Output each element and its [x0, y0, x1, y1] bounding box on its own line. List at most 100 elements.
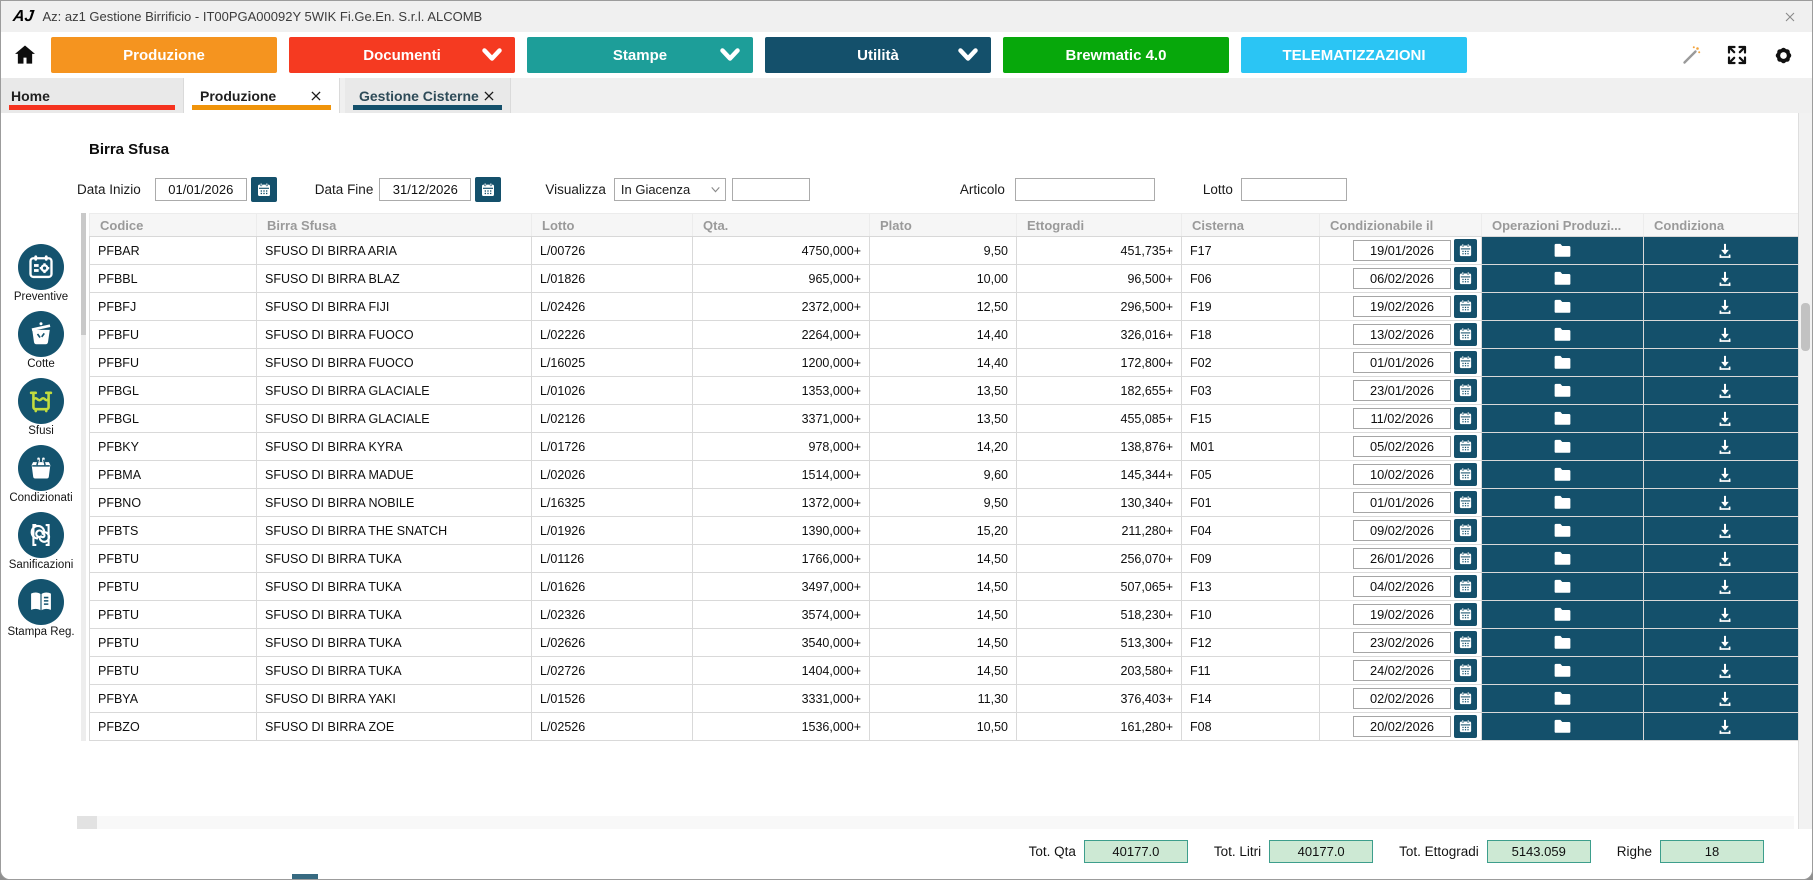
table-row[interactable]: PFBAR SFUSO DI BIRRA ARIA L/00726 4750,000+…: [89, 236, 1807, 265]
condizionabile-date-input[interactable]: 01/01/2026: [1353, 352, 1451, 373]
operazioni-produzione-button[interactable]: [1483, 294, 1643, 320]
row-calendar-button[interactable]: [1454, 239, 1477, 262]
table-row[interactable]: PFBFU SFUSO DI BIRRA FUOCO L/16025 1200,000…: [89, 348, 1807, 377]
column-header-plato[interactable]: Plato: [869, 213, 1017, 237]
operazioni-produzione-button[interactable]: [1483, 322, 1643, 348]
condiziona-button[interactable]: [1645, 462, 1806, 488]
operazioni-produzione-button[interactable]: [1483, 490, 1643, 516]
condiziona-button[interactable]: [1645, 266, 1806, 292]
scrollbar-thumb[interactable]: [77, 816, 97, 829]
nav-stampe-button[interactable]: Stampe: [527, 37, 753, 73]
column-header-lotto[interactable]: Lotto: [531, 213, 693, 237]
articolo-input[interactable]: [1014, 178, 1155, 201]
data-fine-calendar-button[interactable]: [475, 177, 502, 202]
tab-close-button[interactable]: [309, 89, 323, 103]
data-fine-input[interactable]: [379, 178, 472, 201]
table-row[interactable]: PFBTU SFUSO DI BIRRA TUKA L/02726 1404,000+…: [89, 656, 1807, 685]
column-header-condiziona[interactable]: Condiziona: [1643, 213, 1807, 237]
row-calendar-button[interactable]: [1454, 379, 1477, 402]
condiziona-button[interactable]: [1645, 686, 1806, 712]
sidebar-item-sanificazioni[interactable]: Sanificazioni: [1, 512, 81, 571]
window-close-button[interactable]: [1780, 7, 1800, 27]
condizionabile-date-input[interactable]: 19/02/2026: [1353, 604, 1451, 625]
row-calendar-button[interactable]: [1454, 407, 1477, 430]
operazioni-produzione-button[interactable]: [1483, 686, 1643, 712]
operazioni-produzione-button[interactable]: [1483, 266, 1643, 292]
condiziona-button[interactable]: [1645, 602, 1806, 628]
column-header-condizionabile-il[interactable]: Condizionabile il: [1319, 213, 1482, 237]
condizionabile-date-input[interactable]: 26/01/2026: [1353, 548, 1451, 569]
table-row[interactable]: PFBFU SFUSO DI BIRRA FUOCO L/02226 2264,000…: [89, 320, 1807, 349]
sidebar-item-sfusi[interactable]: Sfusi: [1, 378, 81, 437]
condiziona-button[interactable]: [1645, 434, 1806, 460]
column-header-birra-sfusa[interactable]: Birra Sfusa: [256, 213, 532, 237]
operazioni-produzione-button[interactable]: [1483, 658, 1643, 684]
table-row[interactable]: PFBYA SFUSO DI BIRRA YAKI L/01526 3331,000+…: [89, 684, 1807, 713]
condiziona-button[interactable]: [1645, 518, 1806, 544]
condizionabile-date-input[interactable]: 02/02/2026: [1353, 688, 1451, 709]
column-header-cisterna[interactable]: Cisterna: [1181, 213, 1320, 237]
condizionabile-date-input[interactable]: 09/02/2026: [1353, 520, 1451, 541]
row-calendar-button[interactable]: [1454, 547, 1477, 570]
row-calendar-button[interactable]: [1454, 575, 1477, 598]
row-calendar-button[interactable]: [1454, 519, 1477, 542]
row-calendar-button[interactable]: [1454, 351, 1477, 374]
column-header-ettogradi[interactable]: Ettogradi: [1016, 213, 1182, 237]
operazioni-produzione-button[interactable]: [1483, 406, 1643, 432]
column-header-operazioni-produzione[interactable]: Operazioni Produzi...: [1481, 213, 1644, 237]
condiziona-button[interactable]: [1645, 322, 1806, 348]
row-calendar-button[interactable]: [1454, 603, 1477, 626]
table-row[interactable]: PFBGL SFUSO DI BIRRA GLACIALE L/02126 3371,…: [89, 404, 1807, 433]
row-calendar-button[interactable]: [1454, 463, 1477, 486]
sidebar-item-preventive[interactable]: Preventive: [1, 244, 81, 303]
table-row[interactable]: PFBTU SFUSO DI BIRRA TUKA L/01626 3497,000+…: [89, 572, 1807, 601]
table-row[interactable]: PFBNO SFUSO DI BIRRA NOBILE L/16325 1372,00…: [89, 488, 1807, 517]
row-calendar-button[interactable]: [1454, 631, 1477, 654]
condiziona-button[interactable]: [1645, 406, 1806, 432]
condizionabile-date-input[interactable]: 13/02/2026: [1353, 324, 1451, 345]
operazioni-produzione-button[interactable]: [1483, 518, 1643, 544]
condizionabile-date-input[interactable]: 19/01/2026: [1353, 240, 1451, 261]
tab-gestione-cisterne[interactable]: Gestione Cisterne: [345, 78, 511, 113]
row-calendar-button[interactable]: [1454, 491, 1477, 514]
row-calendar-button[interactable]: [1454, 715, 1477, 738]
vertical-scrollbar[interactable]: [1798, 113, 1812, 829]
table-row[interactable]: PFBMA SFUSO DI BIRRA MADUE L/02026 1514,000…: [89, 460, 1807, 489]
condiziona-button[interactable]: [1645, 294, 1806, 320]
scrollbar-thumb[interactable]: [1801, 303, 1810, 351]
table-row[interactable]: PFBKY SFUSO DI BIRRA KYRA L/01726 978,000+ 1…: [89, 432, 1807, 461]
condizionabile-date-input[interactable]: 23/02/2026: [1353, 632, 1451, 653]
condizionabile-date-input[interactable]: 11/02/2026: [1353, 408, 1451, 429]
operazioni-produzione-button[interactable]: [1483, 350, 1643, 376]
nav-documenti-button[interactable]: Documenti: [289, 37, 515, 73]
condiziona-button[interactable]: [1645, 546, 1806, 572]
condiziona-button[interactable]: [1645, 630, 1806, 656]
sidebar-item-stampa-reg[interactable]: Stampa Reg.: [1, 579, 81, 638]
sidebar-item-cotte[interactable]: Cotte: [1, 311, 81, 370]
condizionabile-date-input[interactable]: 24/02/2026: [1353, 660, 1451, 681]
settings-button[interactable]: [1770, 42, 1796, 68]
condiziona-button[interactable]: [1645, 658, 1806, 684]
table-row[interactable]: PFBGL SFUSO DI BIRRA GLACIALE L/01026 1353,…: [89, 376, 1807, 405]
table-row[interactable]: PFBBL SFUSO DI BIRRA BLAZ L/01826 965,000+ 1…: [89, 264, 1807, 293]
tab-produzione[interactable]: Produzione: [184, 78, 340, 113]
condizionabile-date-input[interactable]: 19/02/2026: [1353, 296, 1451, 317]
grid-vertical-scrollbar[interactable]: [81, 213, 86, 741]
nav-telematizzazioni-button[interactable]: TELEMATIZZAZIONI: [1241, 37, 1467, 73]
row-calendar-button[interactable]: [1454, 687, 1477, 710]
visualizza-select[interactable]: In Giacenza: [613, 178, 726, 201]
operazioni-produzione-button[interactable]: [1483, 238, 1643, 264]
row-calendar-button[interactable]: [1454, 323, 1477, 346]
condiziona-button[interactable]: [1645, 714, 1806, 740]
condizionabile-date-input[interactable]: 20/02/2026: [1353, 716, 1451, 737]
condiziona-button[interactable]: [1645, 490, 1806, 516]
table-row[interactable]: PFBTU SFUSO DI BIRRA TUKA L/02326 3574,000+…: [89, 600, 1807, 629]
operazioni-produzione-button[interactable]: [1483, 434, 1643, 460]
row-calendar-button[interactable]: [1454, 659, 1477, 682]
condizionabile-date-input[interactable]: 06/02/2026: [1353, 268, 1451, 289]
operazioni-produzione-button[interactable]: [1483, 574, 1643, 600]
condizionabile-date-input[interactable]: 05/02/2026: [1353, 436, 1451, 457]
column-header-qta[interactable]: Qta.: [692, 213, 870, 237]
table-row[interactable]: PFBTU SFUSO DI BIRRA TUKA L/02626 3540,000+…: [89, 628, 1807, 657]
condiziona-button[interactable]: [1645, 574, 1806, 600]
